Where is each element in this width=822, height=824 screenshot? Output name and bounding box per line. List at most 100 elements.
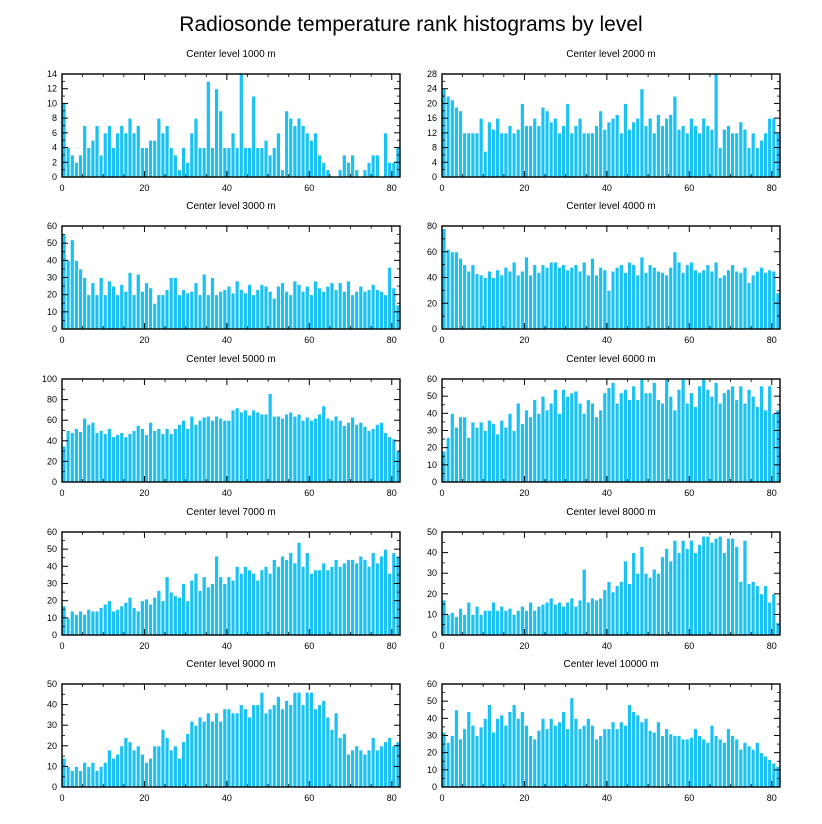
bar bbox=[610, 591, 616, 636]
bar bbox=[631, 264, 637, 330]
bar bbox=[73, 765, 79, 788]
bar bbox=[345, 280, 351, 330]
bar bbox=[358, 749, 364, 788]
bar bbox=[160, 294, 166, 330]
bar bbox=[362, 753, 368, 788]
bar bbox=[391, 161, 397, 178]
bar bbox=[536, 271, 542, 330]
bar bbox=[350, 154, 356, 178]
bar bbox=[317, 287, 323, 330]
bar bbox=[189, 132, 195, 178]
bar bbox=[622, 271, 628, 330]
bar bbox=[462, 132, 468, 178]
bar bbox=[197, 716, 203, 788]
bar bbox=[705, 264, 711, 330]
bar bbox=[205, 586, 211, 636]
bar bbox=[127, 271, 133, 330]
bar bbox=[102, 603, 108, 636]
y-tick-label: 4 bbox=[432, 157, 437, 167]
bar bbox=[556, 266, 562, 330]
bar bbox=[354, 169, 360, 178]
bar bbox=[78, 431, 84, 483]
x-tick-label: 0 bbox=[439, 793, 444, 803]
bar bbox=[544, 266, 550, 330]
bar bbox=[86, 294, 92, 330]
bar bbox=[181, 741, 187, 788]
bar bbox=[354, 290, 360, 330]
bar bbox=[111, 285, 117, 330]
bar bbox=[143, 434, 150, 483]
bar bbox=[98, 430, 104, 483]
bar bbox=[292, 415, 298, 483]
bar bbox=[69, 239, 75, 330]
y-tick-label: 60 bbox=[47, 221, 57, 231]
bar bbox=[251, 294, 257, 330]
bar bbox=[275, 132, 281, 178]
bar bbox=[680, 539, 686, 636]
bar bbox=[495, 269, 501, 330]
panel-7: Center level 7000 m 0 20 40 60 80 0 10 20 30 40 50 6… bbox=[47, 507, 401, 651]
bar bbox=[387, 436, 393, 483]
y-tick-label: 30 bbox=[427, 731, 437, 741]
bar bbox=[94, 770, 100, 788]
bar bbox=[82, 277, 88, 330]
bar bbox=[594, 599, 600, 636]
bar bbox=[321, 161, 327, 178]
bar bbox=[478, 613, 484, 636]
bar bbox=[292, 280, 298, 330]
bar bbox=[730, 264, 736, 330]
bar bbox=[651, 568, 657, 636]
y-tick-label: 60 bbox=[427, 374, 437, 384]
bar bbox=[378, 555, 384, 636]
bar bbox=[263, 712, 269, 788]
bar bbox=[193, 117, 199, 178]
bar bbox=[614, 402, 620, 483]
bar bbox=[581, 412, 587, 483]
bar bbox=[222, 583, 228, 636]
bar bbox=[329, 728, 335, 788]
bar bbox=[614, 585, 620, 636]
bar bbox=[717, 402, 723, 483]
bar bbox=[333, 289, 339, 330]
bar bbox=[78, 154, 84, 178]
bar bbox=[230, 579, 236, 636]
x-tick-label: 40 bbox=[222, 793, 232, 803]
y-tick-label: 20 bbox=[427, 298, 437, 308]
bar bbox=[639, 545, 645, 636]
y-tick-label: 0 bbox=[52, 477, 57, 487]
x-tick-label: 80 bbox=[767, 641, 777, 651]
bar bbox=[758, 139, 764, 178]
x-tick-label: 20 bbox=[519, 641, 529, 651]
bar bbox=[581, 261, 587, 330]
bar bbox=[565, 601, 571, 636]
bar bbox=[131, 132, 137, 178]
bar bbox=[259, 691, 265, 788]
bar bbox=[561, 388, 567, 483]
y-tick-label: 10 bbox=[427, 609, 437, 619]
bar bbox=[581, 132, 587, 178]
bar bbox=[478, 726, 484, 788]
bar bbox=[738, 271, 744, 330]
bar bbox=[713, 381, 719, 483]
x-tick-label: 40 bbox=[222, 335, 232, 345]
bar bbox=[86, 423, 92, 483]
bar bbox=[569, 697, 575, 788]
bar bbox=[532, 117, 538, 178]
bar bbox=[325, 417, 331, 483]
y-tick-label: 80 bbox=[47, 395, 57, 405]
bar bbox=[333, 559, 339, 636]
bar bbox=[73, 161, 79, 178]
bar bbox=[218, 290, 224, 330]
bar bbox=[561, 605, 567, 636]
bar bbox=[148, 287, 154, 330]
bar bbox=[511, 613, 517, 636]
bar bbox=[98, 154, 104, 178]
y-tick-label: 10 bbox=[427, 460, 437, 470]
bar bbox=[503, 724, 509, 788]
bar bbox=[218, 110, 224, 178]
bar bbox=[263, 139, 269, 178]
x-tick-label: 40 bbox=[222, 488, 232, 498]
bar bbox=[594, 738, 600, 788]
bar bbox=[631, 711, 637, 788]
bar bbox=[98, 277, 104, 330]
